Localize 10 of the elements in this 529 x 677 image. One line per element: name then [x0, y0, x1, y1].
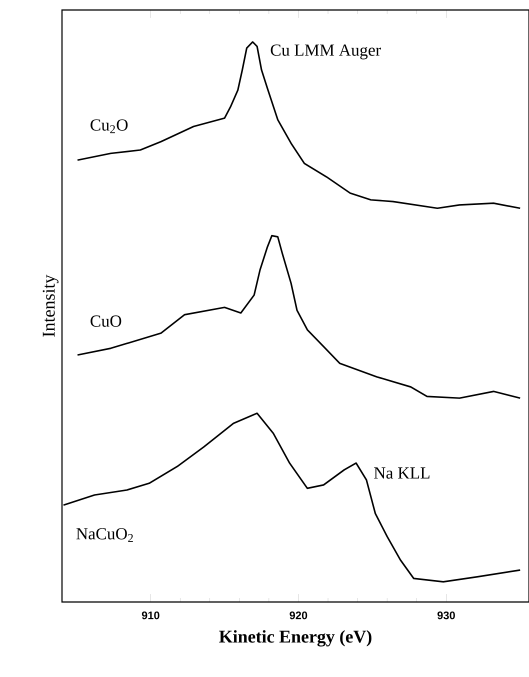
annotation: Na KLL [374, 467, 430, 479]
series-label: NaCuO$_{2}$ [76, 528, 133, 542]
annotation: Cu LMM Auger [270, 44, 381, 60]
x-tick-label: 930 [437, 612, 455, 620]
y-axis-title: Intensity [42, 274, 58, 337]
x-axis-title: Kinetic Energy (eV) [219, 630, 372, 646]
x-tick-label: 910 [142, 612, 160, 620]
series-label: Cu$_{2}$O [90, 119, 128, 134]
x-tick-label: 920 [290, 612, 308, 620]
series-label: CuO [90, 315, 122, 327]
